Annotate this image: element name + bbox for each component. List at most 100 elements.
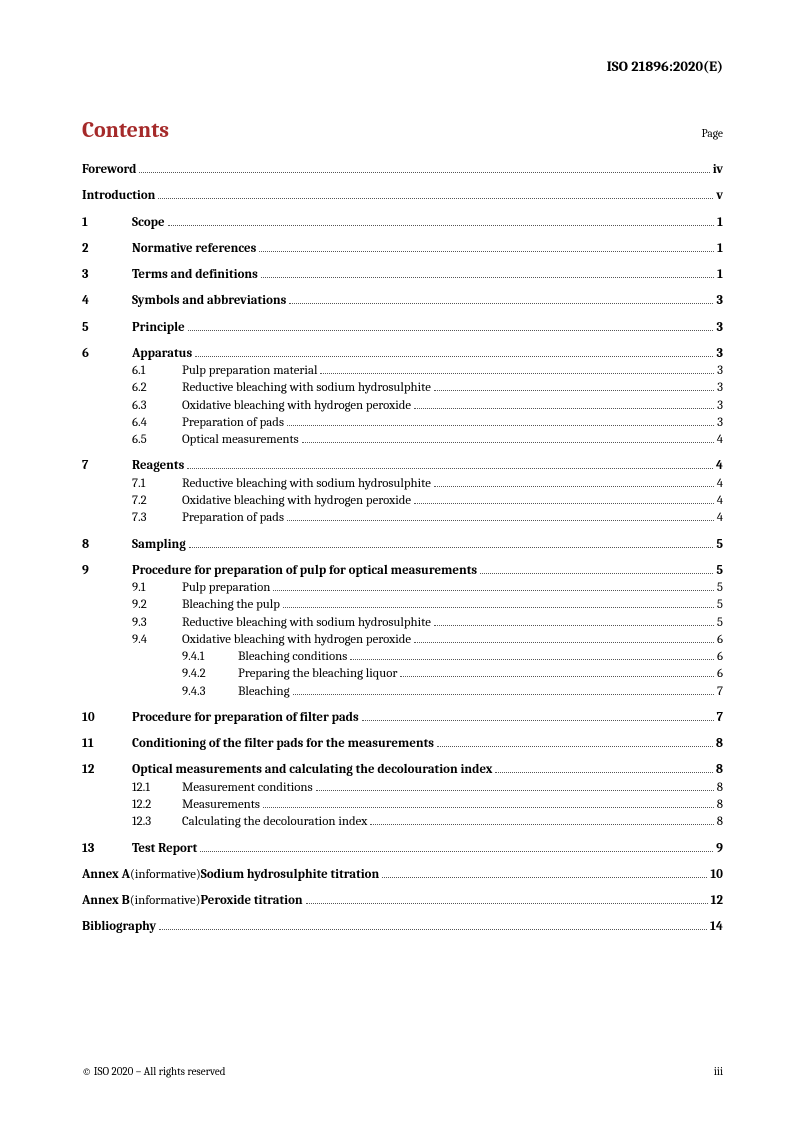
toc-entry[interactable]: 9.4.1Bleaching conditions6: [82, 648, 723, 665]
toc-entry-title: Calculating the decolouration index: [182, 813, 367, 830]
toc-subsection-number: 9.3: [132, 614, 182, 631]
toc-entry[interactable]: 12.1Measurement conditions8: [82, 779, 723, 796]
toc-leader-dots: [437, 746, 713, 747]
toc-page-number: 14: [710, 918, 723, 935]
toc-page-number: 8: [717, 779, 723, 796]
toc-entry[interactable]: 9.1Pulp preparation 5: [82, 579, 723, 596]
toc-entry[interactable]: 9.4.2Preparing the bleaching liquor6: [82, 665, 723, 682]
toc-entry[interactable]: 9.4Oxidative bleaching with hydrogen per…: [82, 631, 723, 648]
toc-subsection-number: 9.4.3: [182, 683, 238, 700]
toc-entry-title: Preparing the bleaching liquor: [238, 665, 397, 682]
toc-entry[interactable]: 9.3Reductive bleaching with sodium hydro…: [82, 614, 723, 631]
toc-entry[interactable]: 6.3Oxidative bleaching with hydrogen per…: [82, 397, 723, 414]
footer: © ISO 2020 – All rights reserved iii: [82, 1065, 723, 1078]
toc-leader-dots: [382, 877, 707, 878]
toc-entry-title: Sodium hydrosulphite titration: [201, 866, 379, 883]
toc-leader-dots: [189, 547, 714, 548]
toc-entry[interactable]: 8Sampling5: [82, 536, 723, 553]
page-container: ISO 21896:2020(E) Contents Page Foreword…: [0, 0, 793, 976]
toc-entry[interactable]: 7.3Preparation of pads4: [82, 509, 723, 526]
toc-entry-title: Pulp preparation material: [182, 362, 317, 379]
toc-page-number: 8: [717, 813, 723, 830]
toc-leader-dots: [414, 642, 714, 643]
toc-section-number: 5: [82, 319, 132, 336]
toc-leader-dots: [263, 807, 714, 808]
toc-subsection-number: 6.1: [132, 362, 182, 379]
toc-entry-title: Preparation of pads: [182, 414, 284, 431]
toc-entry[interactable]: Forewordiv: [82, 161, 723, 178]
toc-leader-dots: [287, 520, 714, 521]
toc-entry[interactable]: 9Procedure for preparation of pulp for o…: [82, 562, 723, 579]
toc-entry[interactable]: Annex B (informative) Peroxide titration…: [82, 892, 723, 909]
toc-leader-dots: [293, 694, 714, 695]
toc-section-number: 1: [82, 214, 132, 231]
toc-page-number: 8: [717, 796, 723, 813]
toc-entry[interactable]: 12.2Measurements8: [82, 796, 723, 813]
toc-subsection-number: 9.1: [132, 579, 182, 596]
toc-page-number: 1: [717, 240, 723, 257]
toc-entry-title: Procedure for preparation of pulp for op…: [132, 562, 477, 579]
toc-entry[interactable]: 10Procedure for preparation of filter pa…: [82, 709, 723, 726]
toc-page-number: 5: [717, 614, 723, 631]
toc-entry[interactable]: 13Test Report9: [82, 840, 723, 857]
toc-leader-dots: [480, 573, 713, 574]
toc-entry[interactable]: 4Symbols and abbreviations3: [82, 292, 723, 309]
toc-section-number: 4: [82, 292, 132, 309]
toc-subsection-number: 6.5: [132, 431, 182, 448]
toc-entry[interactable]: 6.5Optical measurements4: [82, 431, 723, 448]
toc-leader-dots: [259, 251, 714, 252]
toc-page-number: 3: [717, 379, 723, 396]
toc-annex-prefix: Annex A: [82, 866, 130, 883]
title-row: Contents Page: [82, 117, 723, 143]
toc-page-number: 6: [717, 631, 723, 648]
toc-leader-dots: [139, 172, 709, 173]
toc-entry[interactable]: 3Terms and definitions1: [82, 266, 723, 283]
toc-page-number: 4: [716, 457, 723, 474]
toc-entry[interactable]: 7.1Reductive bleaching with sodium hydro…: [82, 475, 723, 492]
toc-entry-title: Bibliography: [82, 918, 156, 935]
toc-leader-dots: [302, 442, 714, 443]
toc-entry[interactable]: 6.1Pulp preparation material 3: [82, 362, 723, 379]
toc-entry[interactable]: Bibliography 14: [82, 918, 723, 935]
toc-entry[interactable]: 9.2Bleaching the pulp5: [82, 596, 723, 613]
toc-entry-title: Measurements: [182, 796, 260, 813]
toc-page-number: 3: [717, 414, 723, 431]
toc-entry-title: Peroxide titration: [201, 892, 303, 909]
toc-section-number: 2: [82, 240, 132, 257]
toc-entry[interactable]: 9.4.3Bleaching7: [82, 683, 723, 700]
toc-section-number: 7: [82, 457, 132, 474]
toc-leader-dots: [434, 486, 714, 487]
toc-entry[interactable]: 5Principle3: [82, 319, 723, 336]
toc-entry[interactable]: 12Optical measurements and calculating t…: [82, 761, 723, 778]
toc-entry[interactable]: 11Conditioning of the filter pads for th…: [82, 735, 723, 752]
toc-leader-dots: [159, 929, 707, 930]
toc-entry-title: Conditioning of the filter pads for the …: [132, 735, 434, 752]
toc-leader-dots: [188, 330, 714, 331]
toc-entry[interactable]: 7Reagents4: [82, 457, 723, 474]
toc-leader-dots: [168, 225, 715, 226]
toc-section-number: 12: [82, 761, 132, 778]
toc-entry-title: Principle: [132, 319, 185, 336]
toc-entry[interactable]: 7.2Oxidative bleaching with hydrogen per…: [82, 492, 723, 509]
toc-subsection-number: 7.3: [132, 509, 182, 526]
toc-page-number: 3: [717, 362, 723, 379]
toc-entry[interactable]: Introductionv: [82, 187, 723, 204]
toc-entry-title: Pulp preparation: [182, 579, 270, 596]
toc-entry-title: Optical measurements and calculating the…: [132, 761, 492, 778]
toc-entry[interactable]: 6.4Preparation of pads3: [82, 414, 723, 431]
toc-entry[interactable]: 2Normative references1: [82, 240, 723, 257]
toc-section-number: 10: [82, 709, 132, 726]
toc-section-number: 8: [82, 536, 132, 553]
toc-entry[interactable]: 1Scope1: [82, 214, 723, 231]
toc-leader-dots: [158, 198, 713, 199]
toc-entry[interactable]: Annex A (informative) Sodium hydrosulphi…: [82, 866, 723, 883]
toc-page-number: 3: [716, 292, 723, 309]
copyright-text: © ISO 2020 – All rights reserved: [82, 1065, 225, 1078]
toc-entry[interactable]: 6Apparatus3: [82, 345, 723, 362]
toc-page-number: 5: [717, 579, 723, 596]
toc-entry-title: Procedure for preparation of filter pads: [132, 709, 359, 726]
toc-page-number: 6: [717, 648, 723, 665]
toc-section-number: 11: [82, 735, 132, 752]
toc-entry[interactable]: 12.3Calculating the decolouration index8: [82, 813, 723, 830]
toc-entry[interactable]: 6.2Reductive bleaching with sodium hydro…: [82, 379, 723, 396]
